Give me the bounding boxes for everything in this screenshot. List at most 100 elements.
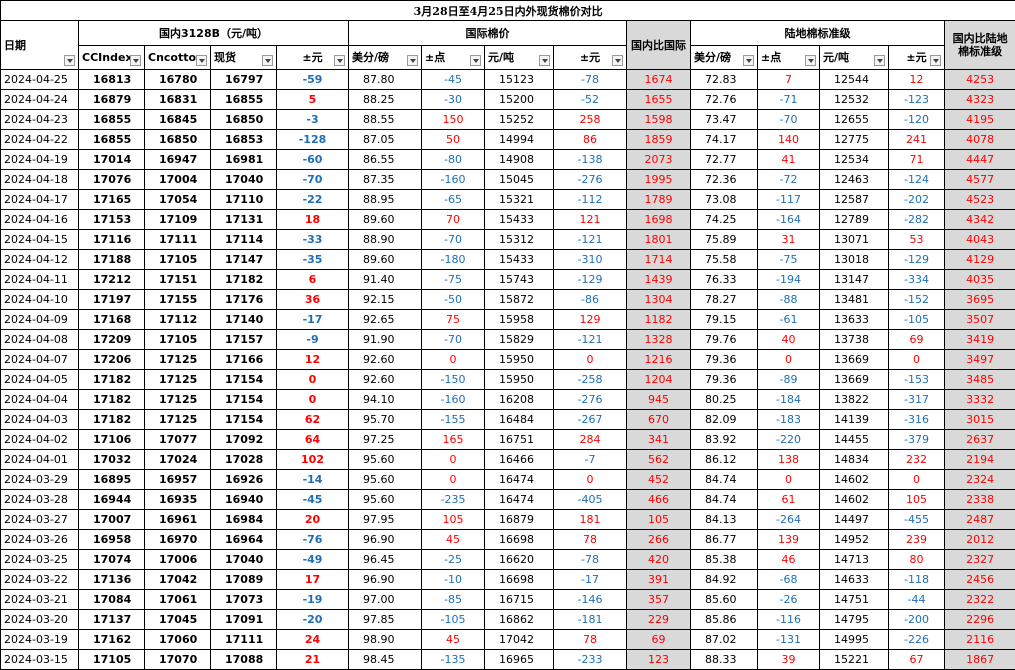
cell-intl-yuan[interactable]: 16484 bbox=[485, 410, 554, 430]
cell-date[interactable]: 2024-03-15 bbox=[1, 650, 79, 670]
cell-std-points[interactable]: 7 bbox=[758, 70, 820, 90]
cell-std-cents[interactable]: 72.83 bbox=[691, 70, 758, 90]
cell-std-yuan[interactable]: 15221 bbox=[820, 650, 889, 670]
cell-intl-points[interactable]: 0 bbox=[422, 470, 485, 490]
cell-ratio-intl[interactable]: 1655 bbox=[627, 90, 691, 110]
cell-date[interactable]: 2024-04-09 bbox=[1, 310, 79, 330]
cell-ratio-intl[interactable]: 1801 bbox=[627, 230, 691, 250]
cell-std-diff[interactable]: -282 bbox=[889, 210, 945, 230]
cell-std-points[interactable]: 0 bbox=[758, 470, 820, 490]
cell-std-points[interactable]: 41 bbox=[758, 150, 820, 170]
cell-intl-yuan[interactable]: 16466 bbox=[485, 450, 554, 470]
cell-cncotton[interactable]: 16850 bbox=[145, 130, 211, 150]
cell-intl-cents[interactable]: 98.90 bbox=[349, 630, 422, 650]
cell-intl-points[interactable]: 45 bbox=[422, 630, 485, 650]
cell-std-yuan[interactable]: 13822 bbox=[820, 390, 889, 410]
cell-intl-cents[interactable]: 95.60 bbox=[349, 470, 422, 490]
cell-std-diff[interactable]: -455 bbox=[889, 510, 945, 530]
cell-std-yuan[interactable]: 12775 bbox=[820, 130, 889, 150]
header-std-yuan[interactable]: 元/吨 bbox=[820, 45, 889, 70]
cell-cncotton[interactable]: 17111 bbox=[145, 230, 211, 250]
cell-intl-yuan[interactable]: 17042 bbox=[485, 630, 554, 650]
cell-date[interactable]: 2024-03-21 bbox=[1, 590, 79, 610]
filter-dropdown-icon[interactable] bbox=[196, 55, 207, 66]
cell-spot-diff[interactable]: 6 bbox=[277, 270, 349, 290]
cell-std-diff[interactable]: 69 bbox=[889, 330, 945, 350]
cell-cncotton[interactable]: 17045 bbox=[145, 610, 211, 630]
cell-spot-diff[interactable]: -33 bbox=[277, 230, 349, 250]
cell-ratio-intl[interactable]: 1714 bbox=[627, 250, 691, 270]
cell-std-yuan[interactable]: 12534 bbox=[820, 150, 889, 170]
cell-intl-points[interactable]: -160 bbox=[422, 390, 485, 410]
cell-intl-diff[interactable]: -310 bbox=[554, 250, 627, 270]
cell-std-diff[interactable]: -120 bbox=[889, 110, 945, 130]
cell-ccindex[interactable]: 17188 bbox=[79, 250, 145, 270]
cell-cncotton[interactable]: 16845 bbox=[145, 110, 211, 130]
cell-cncotton[interactable]: 17151 bbox=[145, 270, 211, 290]
cell-ratio-std[interactable]: 3695 bbox=[945, 290, 1015, 310]
cell-std-points[interactable]: -26 bbox=[758, 590, 820, 610]
cell-spot-diff[interactable]: -70 bbox=[277, 170, 349, 190]
cell-intl-points[interactable]: -70 bbox=[422, 330, 485, 350]
cell-spot-diff[interactable]: -19 bbox=[277, 590, 349, 610]
cell-std-diff[interactable]: -152 bbox=[889, 290, 945, 310]
cell-intl-cents[interactable]: 95.70 bbox=[349, 410, 422, 430]
cell-std-cents[interactable]: 84.74 bbox=[691, 470, 758, 490]
cell-ratio-std[interactable]: 2637 bbox=[945, 430, 1015, 450]
header-intl-cents[interactable]: 美分/磅 bbox=[349, 45, 422, 70]
cell-ratio-std[interactable]: 4043 bbox=[945, 230, 1015, 250]
cell-ccindex[interactable]: 17105 bbox=[79, 650, 145, 670]
cell-intl-diff[interactable]: 0 bbox=[554, 350, 627, 370]
cell-ccindex[interactable]: 16813 bbox=[79, 70, 145, 90]
cell-ccindex[interactable]: 17076 bbox=[79, 170, 145, 190]
cell-intl-yuan[interactable]: 16862 bbox=[485, 610, 554, 630]
cell-intl-cents[interactable]: 87.35 bbox=[349, 170, 422, 190]
cell-date[interactable]: 2024-04-04 bbox=[1, 390, 79, 410]
cell-intl-diff[interactable]: 258 bbox=[554, 110, 627, 130]
cell-std-points[interactable]: -184 bbox=[758, 390, 820, 410]
cell-date[interactable]: 2024-04-19 bbox=[1, 150, 79, 170]
cell-ccindex[interactable]: 17197 bbox=[79, 290, 145, 310]
cell-intl-yuan[interactable]: 14994 bbox=[485, 130, 554, 150]
cell-spot-diff[interactable]: -14 bbox=[277, 470, 349, 490]
cell-std-points[interactable]: -70 bbox=[758, 110, 820, 130]
cell-std-yuan[interactable]: 13669 bbox=[820, 370, 889, 390]
cell-std-diff[interactable]: 232 bbox=[889, 450, 945, 470]
cell-ratio-intl[interactable]: 466 bbox=[627, 490, 691, 510]
cell-intl-yuan[interactable]: 15123 bbox=[485, 70, 554, 90]
cell-std-points[interactable]: 139 bbox=[758, 530, 820, 550]
cell-intl-points[interactable]: -235 bbox=[422, 490, 485, 510]
cell-ratio-std[interactable]: 2296 bbox=[945, 610, 1015, 630]
cell-intl-cents[interactable]: 97.85 bbox=[349, 610, 422, 630]
cell-std-cents[interactable]: 83.92 bbox=[691, 430, 758, 450]
cell-spot[interactable]: 17073 bbox=[211, 590, 277, 610]
cell-spot[interactable]: 17140 bbox=[211, 310, 277, 330]
cell-spot-diff[interactable]: -20 bbox=[277, 610, 349, 630]
cell-date[interactable]: 2024-04-08 bbox=[1, 330, 79, 350]
cell-intl-diff[interactable]: -267 bbox=[554, 410, 627, 430]
header-std-cents[interactable]: 美分/磅 bbox=[691, 45, 758, 70]
filter-dropdown-icon[interactable] bbox=[805, 55, 816, 66]
filter-dropdown-icon[interactable] bbox=[407, 55, 418, 66]
cell-ccindex[interactable]: 17182 bbox=[79, 370, 145, 390]
cell-spot[interactable]: 16926 bbox=[211, 470, 277, 490]
cell-intl-yuan[interactable]: 15433 bbox=[485, 210, 554, 230]
cell-ratio-std[interactable]: 4523 bbox=[945, 190, 1015, 210]
cell-std-points[interactable]: 140 bbox=[758, 130, 820, 150]
cell-cncotton[interactable]: 17112 bbox=[145, 310, 211, 330]
cell-std-cents[interactable]: 84.92 bbox=[691, 570, 758, 590]
cell-intl-cents[interactable]: 87.80 bbox=[349, 70, 422, 90]
cell-std-points[interactable]: 39 bbox=[758, 650, 820, 670]
cell-spot-diff[interactable]: 0 bbox=[277, 370, 349, 390]
cell-std-cents[interactable]: 86.12 bbox=[691, 450, 758, 470]
cell-std-yuan[interactable]: 14834 bbox=[820, 450, 889, 470]
filter-dropdown-icon[interactable] bbox=[470, 55, 481, 66]
cell-date[interactable]: 2024-04-25 bbox=[1, 70, 79, 90]
cell-ratio-intl[interactable]: 266 bbox=[627, 530, 691, 550]
cell-ratio-intl[interactable]: 391 bbox=[627, 570, 691, 590]
cell-cncotton[interactable]: 17155 bbox=[145, 290, 211, 310]
cell-ratio-intl[interactable]: 1598 bbox=[627, 110, 691, 130]
cell-intl-cents[interactable]: 92.60 bbox=[349, 350, 422, 370]
cell-ratio-std[interactable]: 2338 bbox=[945, 490, 1015, 510]
cell-ratio-std[interactable]: 4323 bbox=[945, 90, 1015, 110]
